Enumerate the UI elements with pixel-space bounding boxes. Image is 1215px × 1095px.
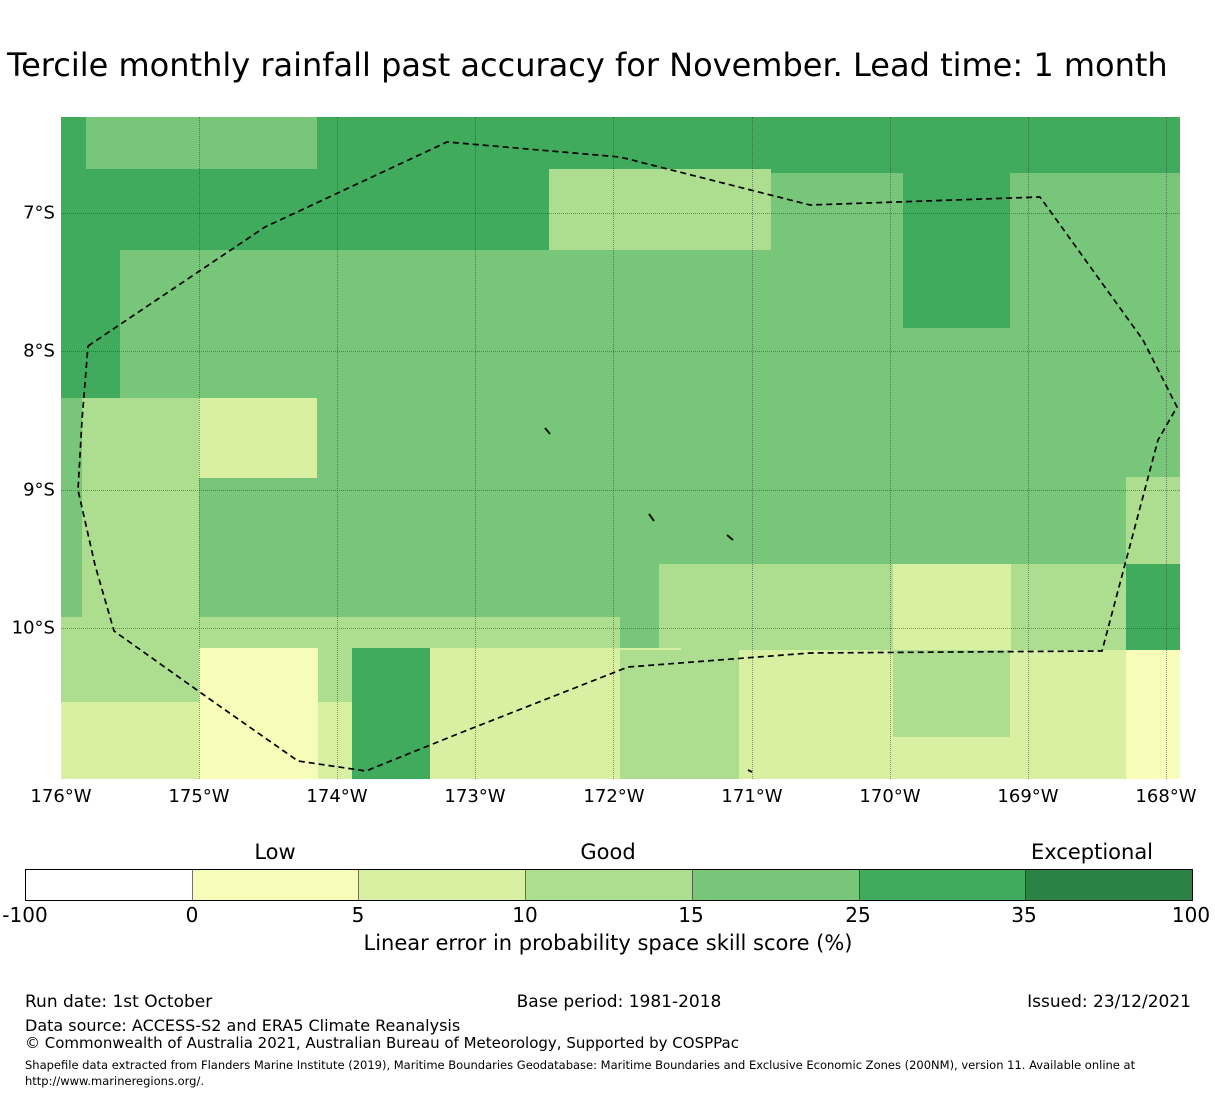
graticule-meridian (752, 117, 753, 779)
colorbar-segment (26, 870, 193, 900)
map-cell (903, 173, 1010, 328)
colorbar-segment (192, 870, 360, 900)
map-cell (199, 648, 318, 779)
colorbar-segment (692, 870, 860, 900)
footer-copyright: © Commonwealth of Australia 2021, Austra… (25, 1034, 739, 1052)
graticule-meridian (890, 117, 891, 779)
colorbar (25, 869, 1193, 901)
island-mark (544, 427, 551, 435)
colorbar-segment (1026, 870, 1193, 900)
x-tick-label: 169°W (997, 786, 1059, 807)
map-cell (1010, 650, 1126, 779)
graticule-meridian (475, 117, 476, 779)
eez-boundary-line (77, 141, 1178, 772)
colorbar-tick-label: 10 (512, 903, 538, 927)
legend-category-label: Good (580, 840, 636, 864)
x-tick-label: 173°W (444, 786, 506, 807)
map-cell (352, 617, 620, 648)
colorbar-tick-label: 35 (1011, 903, 1037, 927)
colorbar-axis-label: Linear error in probability space skill … (363, 931, 853, 955)
colorbar-segment (359, 870, 527, 900)
island-mark (726, 534, 734, 541)
page-title: Tercile monthly rainfall past accuracy f… (7, 46, 1168, 84)
island-mark (648, 513, 655, 522)
map-cell (352, 648, 430, 779)
colorbar-segment (526, 870, 693, 900)
map-cell (1126, 564, 1180, 650)
graticule-parallel (61, 213, 1180, 214)
x-tick-label: 170°W (859, 786, 921, 807)
x-tick-label: 174°W (306, 786, 368, 807)
y-tick-label: 9°S (23, 479, 55, 501)
colorbar-tick-label: 15 (678, 903, 704, 927)
map-cell (739, 650, 893, 779)
x-tick-label: 175°W (168, 786, 230, 807)
graticule-meridian (613, 117, 614, 779)
x-tick-label: 171°W (721, 786, 783, 807)
graticule-meridian (337, 117, 338, 779)
y-tick-label: 7°S (23, 202, 55, 224)
map-cell (1126, 477, 1180, 564)
colorbar-tick-label: -100 (2, 903, 48, 927)
graticule-meridian (1028, 117, 1029, 779)
map-cell (620, 650, 739, 779)
x-tick-label: 168°W (1135, 786, 1197, 807)
island-mark (747, 769, 753, 773)
x-tick-label: 172°W (583, 786, 645, 807)
map-cell (199, 398, 317, 478)
map-cell (771, 117, 1180, 173)
colorbar-tick-label: 5 (351, 903, 365, 927)
map-cell (893, 650, 1010, 737)
x-tick-label: 176°W (30, 786, 92, 807)
map-cell (86, 117, 317, 169)
footer-shapefile-attribution-line2: http://www.marineregions.org/. (25, 1074, 204, 1088)
colorbar-tick-label: 25 (845, 903, 871, 927)
map-cell (82, 398, 199, 617)
y-tick-label: 8°S (23, 340, 55, 362)
legend-category-label: Exceptional (1030, 840, 1154, 864)
colorbar-segment (859, 870, 1027, 900)
footer-run-date: Run date: 1st October (25, 992, 213, 1012)
y-tick-label: 10°S (11, 617, 55, 639)
footer-shapefile-attribution-line1: Shapefile data extracted from Flanders M… (25, 1058, 1136, 1072)
map-cell (549, 117, 771, 169)
map-cell (549, 169, 771, 250)
graticule-parallel (61, 351, 1180, 352)
graticule-parallel (61, 628, 1180, 629)
graticule-meridian (1166, 117, 1167, 779)
map-cell (893, 564, 1011, 650)
map-cell (1126, 650, 1180, 779)
footer-data-source: Data source: ACCESS-S2 and ERA5 Climate … (25, 1016, 461, 1035)
footer-base-period: Base period: 1981-2018 (516, 992, 722, 1012)
map-cell (659, 564, 893, 650)
graticule-parallel (61, 490, 1180, 491)
legend-category-label: Low (254, 840, 296, 864)
map-overlay (77, 141, 1178, 773)
map-cell (893, 737, 1010, 779)
map-canvas (61, 117, 1180, 779)
footer-issued-date: Issued: 23/12/2021 (1027, 992, 1191, 1012)
colorbar-tick-label: 0 (185, 903, 199, 927)
colorbar-tick-label: 100 (1171, 903, 1211, 927)
graticule-meridian (199, 117, 200, 779)
